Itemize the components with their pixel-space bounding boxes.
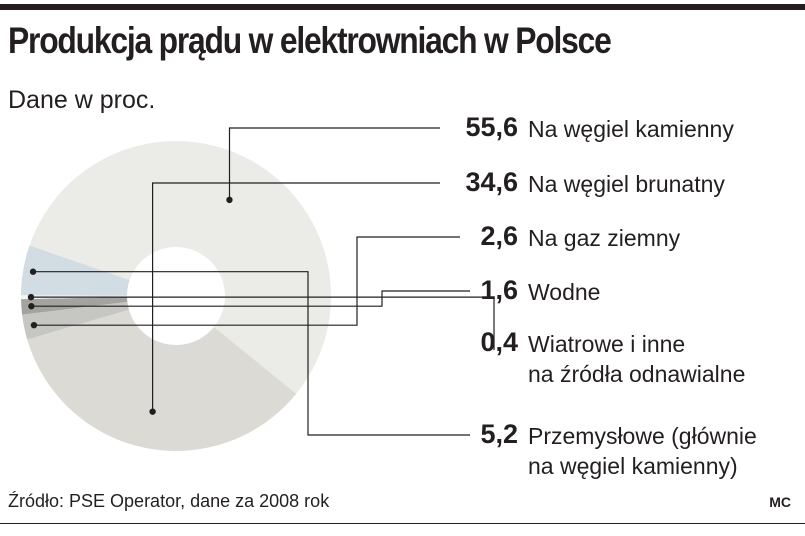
slice-name-0: Na węgiel kamienny: [528, 116, 734, 142]
pie-slices: [20, 140, 332, 451]
leader-dot-0: [226, 196, 233, 204]
chart-subtitle: Dane w proc.: [8, 86, 156, 114]
leader-line-2: [34, 236, 460, 326]
pie-slice-0: [29, 140, 332, 394]
slice-value-0: 55,6: [465, 112, 518, 142]
leader-line-4: [31, 296, 495, 350]
slice-name-5: Przemysłowe (głównie na węgiel kamienny): [528, 421, 757, 481]
leader-line-0: [228, 127, 440, 200]
slice-label-5: 5,2 Przemysłowe (głównie na węgiel kamie…: [400, 419, 800, 479]
leader-lines: [27, 127, 495, 436]
slice-value-5: 5,2: [480, 419, 518, 449]
slice-name-2: Na gaz ziemny: [528, 225, 681, 251]
slice-value-1: 34,6: [465, 167, 518, 197]
slice-value-4: 0,4: [480, 327, 518, 357]
slice-name-4-line-2: na źródła odnawialne: [528, 361, 746, 387]
slice-name-5-line-2: na węgiel kamienny): [528, 453, 738, 479]
slice-name-1: Na węgiel brunatny: [528, 171, 725, 197]
slice-label-2: 2,6 Na gaz ziemny: [400, 221, 800, 281]
top-rule: [0, 4, 805, 10]
leader-dot-5: [29, 268, 37, 275]
slice-name-5-line-1: Przemysłowe (głównie: [528, 423, 757, 449]
pie-slice-1: [27, 309, 297, 451]
leader-line-5: [33, 271, 470, 436]
source-note: Źródło: PSE Operator, dane za 2008 rok: [8, 491, 330, 511]
leader-line-1: [152, 182, 440, 412]
bottom-rule: [0, 523, 805, 524]
slice-label-3: 1,6 Wodne: [400, 275, 800, 335]
slice-value-3: 1,6: [480, 275, 518, 305]
slice-label-1: 34,6 Na węgiel brunatny: [400, 167, 800, 227]
pie-slice-5: [21, 245, 130, 296]
chart-title: Produkcja prądu w elektrowniach w Polsce: [8, 20, 612, 61]
slice-value-2: 2,6: [480, 221, 518, 251]
slice-label-4: 0,4 Wiatrowe i inne na źródła odnawialne: [400, 327, 800, 387]
slice-name-4: Wiatrowe i inne na źródła odnawialne: [528, 329, 745, 389]
author-credit: MC: [769, 494, 791, 510]
leader-dot-2: [30, 321, 38, 329]
leader-dot-3: [28, 303, 35, 310]
pie-slice-2: [22, 301, 129, 340]
leader-dot-1: [149, 408, 156, 415]
leader-dot-4: [27, 293, 35, 301]
slice-name-4-line-1: Wiatrowe i inne: [528, 331, 686, 357]
slice-name-3: Wodne: [528, 279, 601, 305]
slice-label-0: 55,6 Na węgiel kamienny: [400, 112, 800, 172]
leader-line-3: [31, 290, 470, 307]
